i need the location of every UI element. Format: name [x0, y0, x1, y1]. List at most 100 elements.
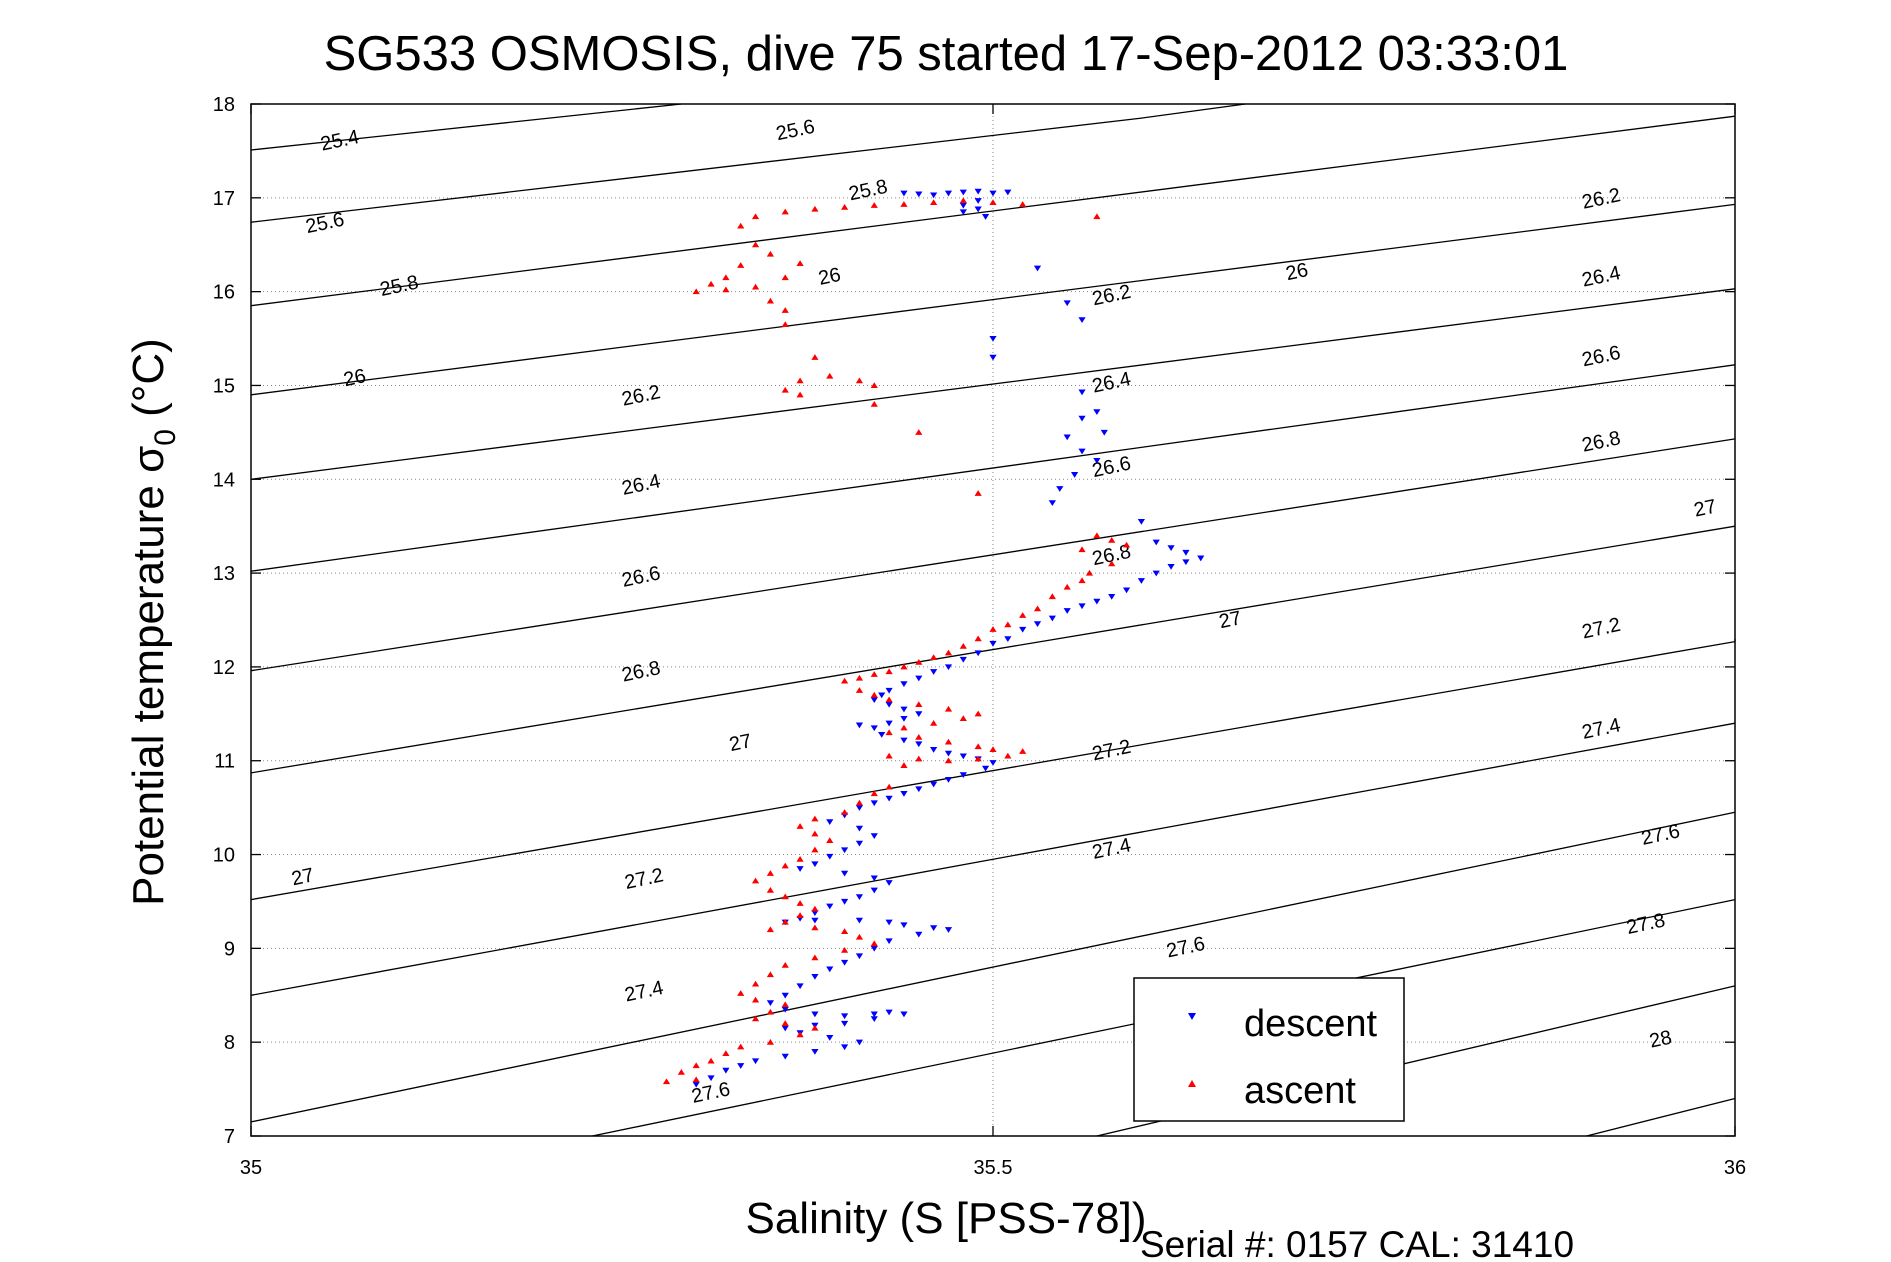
ascent-point-38 [1122, 541, 1131, 548]
descent-point-5 [974, 188, 982, 195]
descent-point-43 [1033, 621, 1042, 627]
contour-label-34: 28 [1647, 1027, 1673, 1053]
descent-point-44 [1019, 626, 1027, 633]
ascent-point-14 [737, 262, 745, 268]
descent-point-124 [781, 1025, 789, 1032]
descent-point-73 [944, 776, 953, 783]
ascent-point-76 [915, 755, 923, 762]
contour-line-11 [250, 364, 1736, 572]
ascent-point-11 [737, 222, 745, 229]
descent-point-39 [1093, 598, 1101, 605]
ascent-point-97 [781, 918, 789, 925]
descent-point-130 [781, 1053, 789, 1060]
ascent-point-46 [1004, 621, 1012, 628]
y-tick-labels: 7 8 9 10 11 12 13 14 15 16 17 18 [213, 94, 235, 1148]
ascent-point-103 [841, 947, 849, 953]
contour-line-5 [250, 203, 1736, 396]
legend-ascent-marker [1188, 1080, 1196, 1087]
ascent-point-9 [751, 213, 760, 220]
contour-line-24 [250, 722, 1736, 996]
ascent-point-72 [1019, 748, 1027, 754]
descent-point-74 [930, 781, 938, 788]
descent-point-9 [959, 202, 967, 209]
descent-point-22 [1063, 434, 1071, 441]
descent-point-134 [707, 1075, 715, 1082]
ascent-point-13 [766, 250, 774, 257]
ascent-point-119 [707, 1057, 715, 1064]
descent-point-21 [1100, 429, 1108, 436]
descent-point-17 [989, 354, 997, 361]
descent-point-109 [841, 959, 849, 966]
descent-point-77 [885, 795, 893, 802]
ascent-point-26 [826, 372, 834, 379]
descent-point-129 [811, 1049, 819, 1055]
descent-point-45 [1004, 636, 1012, 643]
legend-ascent-label: ascent [1244, 1070, 1356, 1112]
descent-point-78 [870, 800, 878, 807]
descent-point-20 [1078, 415, 1086, 422]
y-tick-label-5: 12 [213, 657, 235, 679]
descent-point-10 [974, 206, 982, 213]
contour-label-5: 26 [342, 365, 368, 391]
ascent-point-44 [1033, 605, 1042, 612]
ascent-point-87 [811, 846, 819, 853]
ascent-point-90 [766, 870, 774, 876]
descent-point-103 [930, 925, 938, 931]
descent-point-119 [885, 1009, 893, 1016]
descent-point-84 [855, 840, 864, 847]
ascent-point-73 [1004, 752, 1012, 759]
ascent-point-83 [811, 815, 819, 822]
ascent-point-79 [885, 783, 893, 790]
descent-point-55 [870, 697, 878, 703]
ascent-point-121 [677, 1068, 685, 1075]
ascent-point-2 [959, 197, 967, 204]
y-axis-label: Potential temperature σ0 (°C) [124, 338, 182, 906]
y-tick-label-4: 11 [214, 751, 235, 773]
ascent-point-30 [781, 386, 789, 393]
y-axis-label-unit: (°C) [124, 338, 173, 429]
descent-point-105 [915, 931, 923, 938]
y-tick-label-8: 15 [213, 375, 235, 397]
contour-line-1 [250, 103, 1246, 223]
ascent-point-25 [811, 354, 819, 360]
density-contours [250, 103, 1736, 1137]
ascent-point-18 [722, 286, 730, 293]
ascent-point-54 [885, 668, 893, 675]
descent-point-71 [981, 765, 990, 772]
descent-point-34 [1167, 564, 1175, 570]
ascent-point-112 [751, 1015, 760, 1022]
descent-point-58 [915, 711, 923, 718]
ascent-point-34 [974, 490, 982, 496]
ascent-point-35 [1078, 546, 1086, 553]
descent-point-13 [1033, 265, 1042, 272]
ascent-point-68 [915, 734, 923, 740]
descent-point-88 [796, 866, 804, 872]
descent-point-11 [981, 214, 990, 220]
descent-point-87 [811, 861, 819, 868]
descent-point-12 [959, 209, 967, 216]
descent-point-108 [855, 953, 864, 960]
contour-line-27 [250, 811, 1736, 1123]
descent-point-90 [870, 875, 878, 882]
contour-line-34 [1586, 1097, 1736, 1137]
descent-point-95 [826, 903, 834, 910]
ascent-point-42 [1063, 583, 1071, 590]
ascent-point-108 [737, 990, 745, 996]
ascent-point-85 [811, 830, 819, 837]
ascent-point-20 [781, 274, 789, 281]
descent-point-104 [944, 927, 953, 933]
ascent-point-21 [796, 260, 804, 267]
descent-point-114 [766, 1000, 774, 1007]
ascent-point-47 [989, 626, 997, 632]
y-axis-label-subscript: 0 [149, 429, 182, 446]
descent-point-26 [1056, 486, 1064, 492]
descent-point-72 [959, 772, 967, 779]
ascent-point-23 [781, 307, 789, 313]
axis-ticks [250, 103, 1736, 1137]
x-tick-labels: 35 35.5 36 [240, 1157, 1746, 1179]
chart-title: SG533 OSMOSIS, dive 75 started 17-Sep-20… [324, 27, 1569, 81]
contour-line-8 [250, 288, 1736, 480]
descent-point-28 [1137, 518, 1145, 525]
descent-point-116 [811, 1011, 819, 1018]
